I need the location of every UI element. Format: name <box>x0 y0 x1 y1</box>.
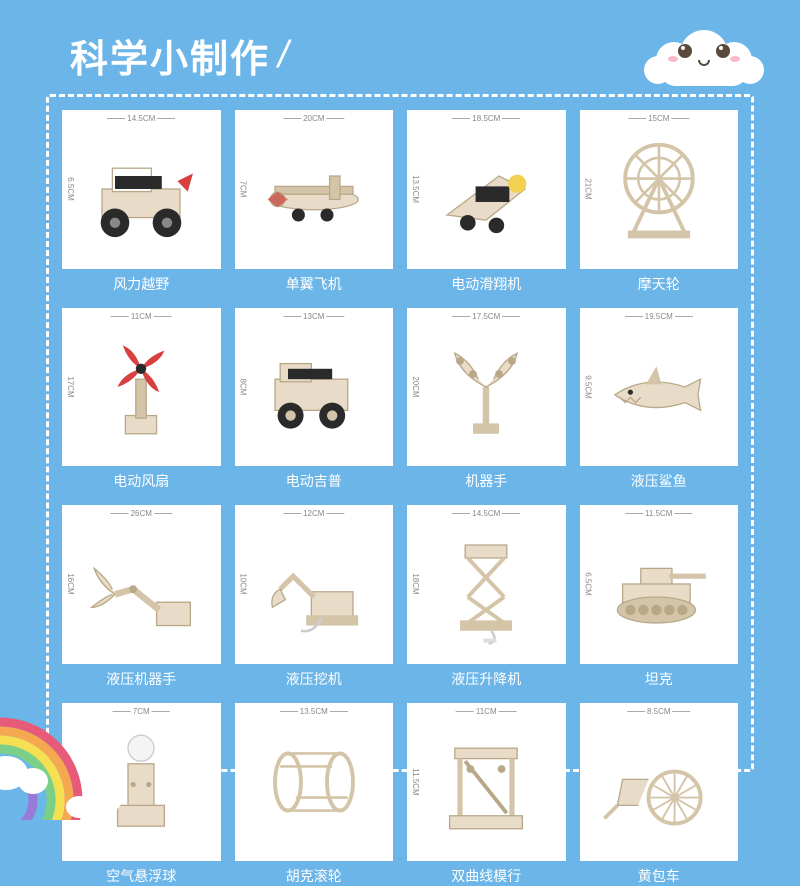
dimension-width: 18.5CM <box>452 114 520 123</box>
product-icon <box>249 717 379 847</box>
dimension-width: 15CM <box>628 114 689 123</box>
product-label: 双曲线模行 <box>451 866 521 886</box>
product-card[interactable]: 18.5CM 13.5CM 电动滑翔机 <box>407 110 566 294</box>
product-icon <box>594 519 724 649</box>
dimension-width: 19.5CM <box>625 312 693 321</box>
product-label: 机器手 <box>465 471 507 491</box>
product-thumb: 13.5CM <box>235 703 394 862</box>
product-thumb: 11CM 11.5CM <box>407 703 566 862</box>
dimension-width: 12CM <box>283 509 344 518</box>
product-label: 黄包车 <box>638 866 680 886</box>
product-label: 电动吉普 <box>286 471 342 491</box>
dimension-height: 10CM <box>239 574 248 595</box>
dimension-height: 20CM <box>411 376 420 397</box>
product-icon <box>249 124 379 254</box>
title-slash: / <box>278 34 289 77</box>
dimension-height: 21CM <box>584 179 593 200</box>
dimension-height: 6.5CM <box>584 572 593 596</box>
product-card[interactable]: 14.5CM 6.5CM 风力越野 <box>62 110 221 294</box>
product-card[interactable]: 13CM 8CM 电动吉普 <box>235 308 394 492</box>
dimension-width: 8.5CM <box>627 707 691 716</box>
product-icon <box>421 519 551 649</box>
product-label: 液压鲨鱼 <box>631 471 687 491</box>
product-card[interactable]: 14.5CM 18CM 液压升降机 <box>407 505 566 689</box>
product-label: 液压挖机 <box>286 669 342 689</box>
dimension-width: 13.5CM <box>280 707 348 716</box>
product-thumb: 14.5CM 6.5CM <box>62 110 221 269</box>
product-thumb: 20CM 7CM <box>235 110 394 269</box>
product-icon <box>76 124 206 254</box>
product-icon <box>421 717 551 847</box>
product-label: 坦克 <box>645 669 673 689</box>
product-label: 液压升降机 <box>451 669 521 689</box>
product-icon <box>249 519 379 649</box>
dimension-width: 11CM <box>111 312 172 321</box>
dimension-width: 14.5CM <box>452 509 520 518</box>
product-thumb: 13CM 8CM <box>235 308 394 467</box>
dimension-height: 11.5CM <box>411 768 420 795</box>
product-thumb: 11.5CM 6.5CM <box>580 505 739 664</box>
cloud-face-icon <box>644 22 764 92</box>
dimension-width: 26CM <box>111 509 172 518</box>
product-card[interactable]: 12CM 10CM 液压挖机 <box>235 505 394 689</box>
product-thumb: 19.5CM 9.5CM <box>580 308 739 467</box>
product-label: 空气悬浮球 <box>106 866 176 886</box>
dimension-width: 14.5CM <box>107 114 175 123</box>
product-thumb: 15CM 21CM <box>580 110 739 269</box>
product-label: 电动风扇 <box>113 471 169 491</box>
dimension-height: 7CM <box>239 181 248 198</box>
product-icon <box>594 322 724 452</box>
product-icon <box>594 717 724 847</box>
product-label: 胡克滚轮 <box>286 866 342 886</box>
product-thumb: 18.5CM 13.5CM <box>407 110 566 269</box>
product-icon <box>76 519 206 649</box>
dimension-width: 17.5CM <box>452 312 520 321</box>
product-label: 单翼飞机 <box>286 274 342 294</box>
product-card[interactable]: 15CM 21CM 摩天轮 <box>580 110 739 294</box>
page-title: 科学小制作 <box>70 28 270 83</box>
product-label: 摩天轮 <box>638 274 680 294</box>
product-thumb: 8.5CM <box>580 703 739 862</box>
dimension-height: 18CM <box>411 574 420 595</box>
product-card[interactable]: 20CM 7CM 单翼飞机 <box>235 110 394 294</box>
product-grid: 14.5CM 6.5CM 风力越野 20CM 7CM 单翼飞机 18.5CM 13.5CM 电动… <box>62 110 738 886</box>
product-icon <box>421 124 551 254</box>
dimension-width: 20CM <box>283 114 344 123</box>
dimension-height: 8CM <box>239 378 248 395</box>
product-label: 风力越野 <box>113 274 169 294</box>
product-card[interactable]: 17.5CM 20CM 机器手 <box>407 308 566 492</box>
product-icon <box>594 124 724 254</box>
product-thumb: 17.5CM 20CM <box>407 308 566 467</box>
product-icon <box>76 322 206 452</box>
product-thumb: 11CM 17CM <box>62 308 221 467</box>
product-card[interactable]: 11CM 17CM 电动风扇 <box>62 308 221 492</box>
dimension-height: 6.5CM <box>66 177 75 201</box>
rainbow-icon <box>0 660 140 820</box>
product-thumb: 26CM 16CM <box>62 505 221 664</box>
dimension-height: 17CM <box>66 376 75 397</box>
product-thumb: 14.5CM 18CM <box>407 505 566 664</box>
dimension-width: 11CM <box>456 707 517 716</box>
product-card[interactable]: 11.5CM 6.5CM 坦克 <box>580 505 739 689</box>
product-card[interactable]: 19.5CM 9.5CM 液压鲨鱼 <box>580 308 739 492</box>
dimension-height: 16CM <box>66 574 75 595</box>
product-label: 电动滑翔机 <box>451 274 521 294</box>
product-thumb: 12CM 10CM <box>235 505 394 664</box>
product-icon <box>421 322 551 452</box>
product-card[interactable]: 11CM 11.5CM 双曲线模行 <box>407 703 566 886</box>
dimension-width: 11.5CM <box>625 509 692 518</box>
dimension-height: 9.5CM <box>584 375 593 399</box>
dimension-height: 13.5CM <box>411 175 420 203</box>
product-icon <box>249 322 379 452</box>
product-card[interactable]: 13.5CM 胡克滚轮 <box>235 703 394 886</box>
dimension-width: 13CM <box>283 312 344 321</box>
product-card[interactable]: 8.5CM 黄包车 <box>580 703 739 886</box>
